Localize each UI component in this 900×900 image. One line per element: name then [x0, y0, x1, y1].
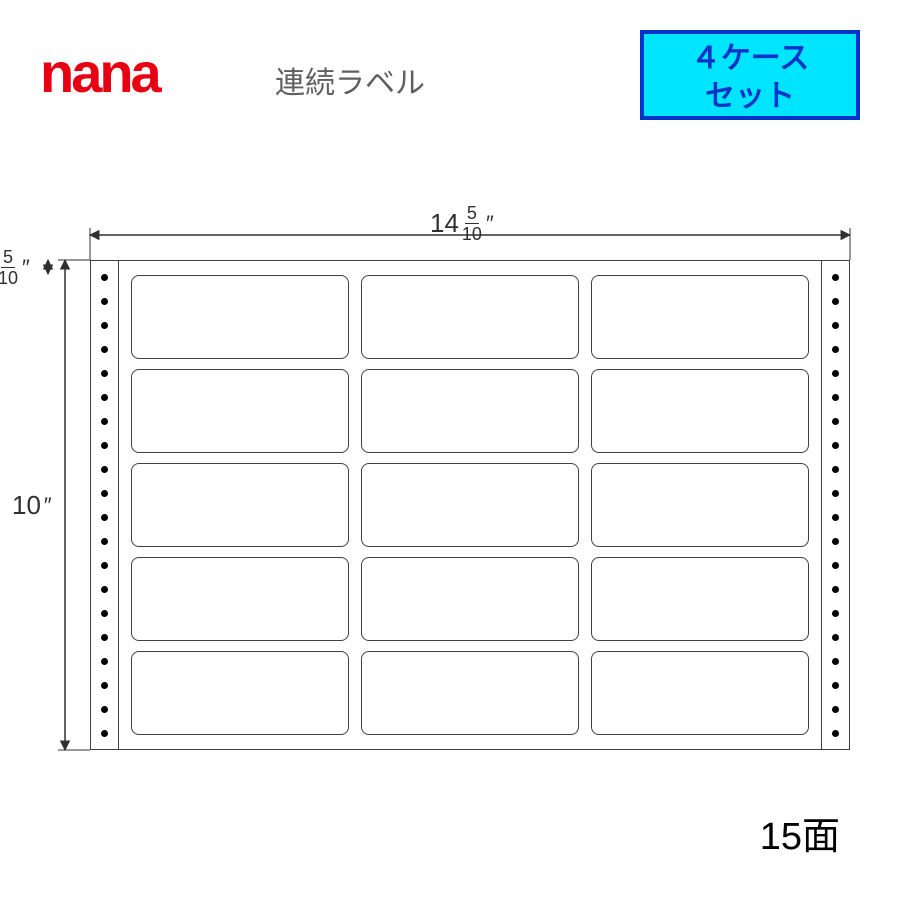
perforation-hole [832, 634, 839, 641]
label-cell [131, 557, 349, 641]
dim-total-width: 14 510 ″ [430, 204, 494, 243]
badge-line2: セット [644, 78, 856, 116]
perforation-hole [832, 322, 839, 329]
label-cell [131, 463, 349, 547]
perforation-hole [832, 298, 839, 305]
label-cell [131, 369, 349, 453]
continuous-label-sheet [90, 260, 850, 750]
perforation-hole [101, 418, 108, 425]
perforation-hole [832, 394, 839, 401]
perforation-hole [101, 586, 108, 593]
label-cell [591, 369, 809, 453]
perforation-hole [101, 370, 108, 377]
perforation-hole [832, 682, 839, 689]
perforation-hole [832, 490, 839, 497]
perforation-hole [832, 442, 839, 449]
label-cell [361, 557, 579, 641]
perforation-hole [101, 346, 108, 353]
perforation-hole [832, 274, 839, 281]
perforation-hole [101, 658, 108, 665]
badge-line1: ４ケース [644, 40, 856, 78]
perforation-strip-right [821, 261, 849, 749]
perforation-hole [832, 370, 839, 377]
label-cell [131, 275, 349, 359]
label-cell [591, 557, 809, 641]
label-cell [361, 651, 579, 735]
perforation-hole [101, 322, 108, 329]
label-grid [131, 275, 809, 735]
label-cell [361, 369, 579, 453]
perforation-hole [101, 514, 108, 521]
face-count: 15面 [760, 805, 840, 860]
perforation-hole [101, 562, 108, 569]
perforation-hole [832, 658, 839, 665]
label-cell [361, 275, 579, 359]
perforation-hole [101, 706, 108, 713]
subtitle: 連続ラベル [275, 58, 425, 102]
perforation-hole [101, 682, 108, 689]
set-badge: ４ケース セット [640, 30, 860, 120]
perforation-hole [832, 466, 839, 473]
perforation-hole [101, 466, 108, 473]
label-cell [131, 651, 349, 735]
perforation-hole [101, 730, 108, 737]
perforation-hole [832, 706, 839, 713]
perforation-hole [101, 274, 108, 281]
perforation-strip-left [91, 261, 119, 749]
label-cell [591, 651, 809, 735]
dim-total-height: 10″ [12, 490, 52, 521]
label-cell [361, 463, 579, 547]
perforation-hole [101, 298, 108, 305]
header: nana 連続ラベル ４ケース セット [40, 30, 860, 130]
perforation-hole [832, 418, 839, 425]
perforation-hole [832, 730, 839, 737]
label-cell [591, 275, 809, 359]
perforation-hole [832, 586, 839, 593]
label-sheet-diagram: 14 510 ″ 10″ 510″ 4 310 ″ 1 56 ″ 16″ 210… [0, 210, 900, 770]
perforation-hole [101, 610, 108, 617]
dim-margin-top: 510″ [0, 248, 30, 287]
perforation-hole [832, 514, 839, 521]
perforation-hole [832, 346, 839, 353]
perforation-hole [101, 442, 108, 449]
perforation-hole [832, 562, 839, 569]
brand-logo: nana [40, 40, 159, 105]
label-cell [591, 463, 809, 547]
perforation-hole [101, 394, 108, 401]
perforation-hole [832, 610, 839, 617]
perforation-hole [101, 538, 108, 545]
perforation-hole [101, 490, 108, 497]
perforation-hole [101, 634, 108, 641]
perforation-hole [832, 538, 839, 545]
